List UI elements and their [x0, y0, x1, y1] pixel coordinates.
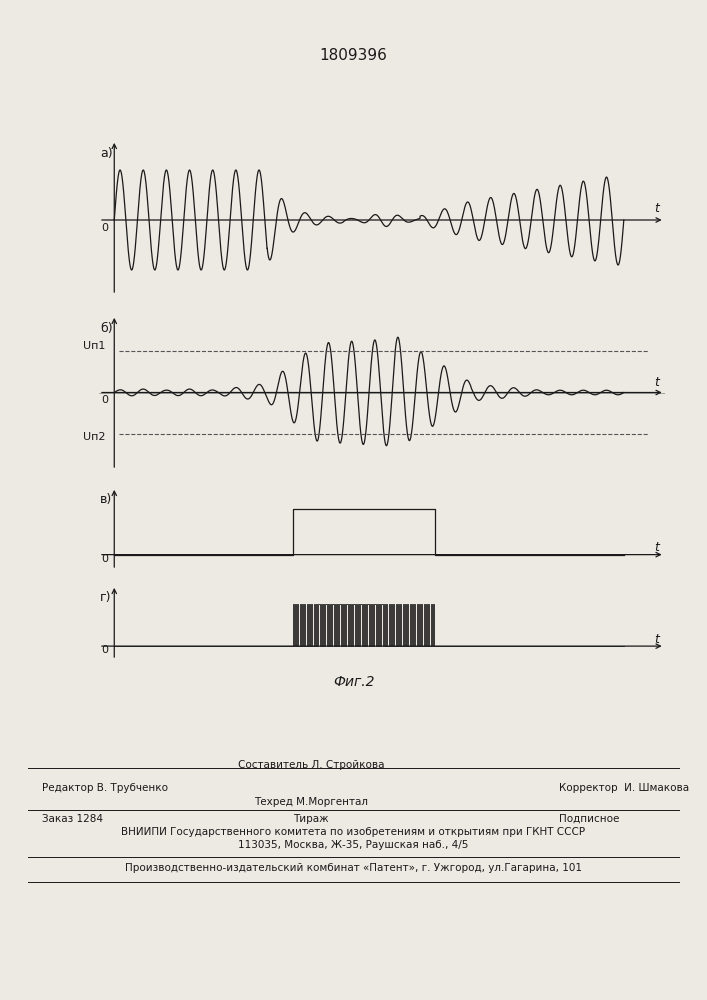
Text: Тираж: Тираж	[293, 814, 329, 824]
Text: Подписное: Подписное	[559, 814, 619, 824]
Text: Фиг.2: Фиг.2	[333, 675, 374, 689]
Text: ВНИИПИ Государственного комитета по изобретениям и открытиям при ГКНТ СССР: ВНИИПИ Государственного комитета по изоб…	[122, 827, 585, 837]
Text: t: t	[655, 541, 660, 554]
Text: t: t	[655, 202, 660, 216]
Text: 0: 0	[102, 554, 109, 564]
Text: б): б)	[100, 322, 112, 335]
Text: 1809396: 1809396	[320, 48, 387, 63]
Text: Заказ 1284: Заказ 1284	[42, 814, 103, 824]
Text: а): а)	[100, 147, 112, 160]
Text: t: t	[655, 633, 660, 646]
Text: г): г)	[100, 591, 112, 604]
Text: Корректор  И. Шмакова: Корректор И. Шмакова	[559, 783, 689, 793]
Text: Производственно-издательский комбинат «Патент», г. Ужгород, ул.Гагарина, 101: Производственно-издательский комбинат «П…	[125, 863, 582, 873]
Text: 0: 0	[102, 645, 109, 655]
Text: Uп1: Uп1	[83, 341, 105, 351]
Text: t: t	[655, 376, 660, 389]
Text: Редактор В. Трубченко: Редактор В. Трубченко	[42, 783, 168, 793]
Text: 0: 0	[102, 395, 109, 405]
Text: Составитель Л. Стройкова: Составитель Л. Стройкова	[238, 760, 385, 770]
Text: 113035, Москва, Ж-35, Раушская наб., 4/5: 113035, Москва, Ж-35, Раушская наб., 4/5	[238, 840, 469, 850]
Text: Техред М.Моргентал: Техред М.Моргентал	[254, 797, 368, 807]
Text: в): в)	[100, 493, 112, 506]
Text: 0: 0	[102, 223, 109, 233]
Text: Uп2: Uп2	[83, 432, 105, 442]
